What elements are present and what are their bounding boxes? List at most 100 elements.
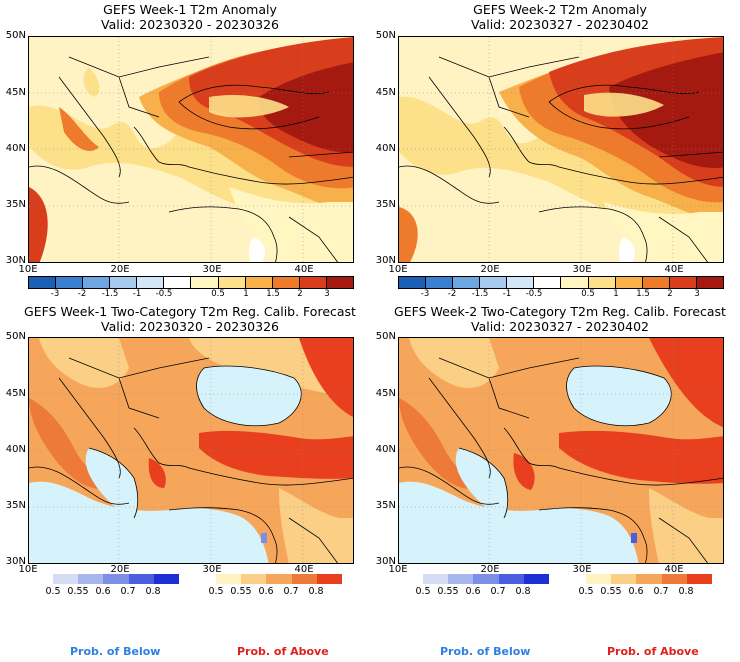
colorbar-tick: 0.7 [653, 586, 669, 597]
lat-label: 30N [375, 255, 396, 266]
lat-label: 35N [5, 199, 26, 210]
colorbar-tick: 0.6 [258, 586, 274, 597]
lat-label: 30N [5, 556, 26, 567]
colorbar-tick: 0.6 [95, 586, 111, 597]
lon-label: 10E [18, 264, 38, 275]
anomaly-map-week2 [398, 36, 724, 263]
colorbar-tick: -2 [77, 289, 87, 299]
colorbar-swatch [299, 277, 327, 288]
colorbar-tick: -1.5 [471, 289, 489, 299]
lat-label: 50N [375, 331, 396, 342]
colorbar-tick: 2 [297, 289, 303, 299]
anomaly-field [29, 37, 353, 262]
lon-label: 40E [294, 264, 314, 275]
colorbar-tick: 3 [694, 289, 700, 299]
lon-label: 20E [110, 264, 130, 275]
colorbar-tick: -1.5 [101, 289, 119, 299]
colorbar-swatch [153, 574, 180, 584]
colorbar-tick: 0.55 [437, 586, 459, 597]
colorbar-tick: 0.8 [515, 586, 531, 597]
colorbar-tick: 0.7 [120, 586, 136, 597]
prob-above-label: Prob. of Above [607, 645, 699, 658]
colorbar-tick: -0.5 [525, 289, 543, 299]
panel-valid-dates: Valid: 20230327 - 20230402 [470, 17, 649, 32]
colorbar-tick: 0.8 [308, 586, 324, 597]
lat-label: 50N [5, 30, 26, 41]
lon-label: 20E [110, 564, 130, 575]
panel-valid-dates: Valid: 20230327 - 20230402 [470, 319, 649, 334]
colorbar-swatch [611, 574, 637, 584]
panel-title: GEFS Week-2 Two-Category T2m Reg. Calib.… [394, 304, 726, 319]
colorbar-swatch [661, 574, 687, 584]
lon-label: 30E [572, 264, 592, 275]
colorbar-swatch [453, 277, 481, 288]
colorbar-swatch [507, 277, 535, 288]
lat-label: 35N [5, 500, 26, 511]
colorbar-tick: 1 [243, 289, 249, 299]
colorbar-swatch [78, 574, 104, 584]
colorbar-swatch [56, 277, 84, 288]
colorbar-tick: 0.5 [578, 586, 594, 597]
lat-label: 40N [5, 143, 26, 154]
colorbar-swatch [103, 574, 129, 584]
lon-label: 10E [388, 564, 408, 575]
probability-field [29, 338, 353, 563]
probability-map-week1 [28, 337, 354, 564]
colorbar-tick: 0.7 [490, 586, 506, 597]
colorbar-swatch [216, 574, 242, 584]
lat-label: 40N [375, 143, 396, 154]
colorbar-swatch [291, 574, 317, 584]
prob-above-colorbar [586, 574, 713, 584]
colorbar-swatch [696, 277, 723, 288]
colorbar-swatch [534, 277, 562, 288]
colorbar-swatch [110, 277, 138, 288]
probability-map-week2 [398, 337, 724, 564]
colorbar-swatch [669, 277, 697, 288]
anomaly-colorbar [398, 276, 724, 289]
colorbar-tick: 0.8 [145, 586, 161, 597]
colorbar-swatch [399, 277, 427, 288]
colorbar-tick: 0.6 [628, 586, 644, 597]
colorbar-tick: -2 [447, 289, 457, 299]
lon-label: 40E [664, 564, 684, 575]
colorbar-swatch [326, 277, 353, 288]
lat-label: 30N [375, 556, 396, 567]
colorbar-swatch [137, 277, 165, 288]
colorbar-tick: -3 [50, 289, 60, 299]
colorbar-tick: 1.5 [266, 289, 280, 299]
panel-title: GEFS Week-1 Two-Category T2m Reg. Calib.… [24, 304, 356, 319]
colorbar-swatch [686, 574, 713, 584]
colorbar-swatch [423, 574, 449, 584]
colorbar-swatch [191, 277, 219, 288]
colorbar-tick: 2 [667, 289, 673, 299]
colorbar-tick: 0.5 [581, 289, 595, 299]
colorbar-tick: 0.6 [465, 586, 481, 597]
colorbar-tick: 0.5 [45, 586, 61, 597]
colorbar-swatch [498, 574, 524, 584]
prob-below-label: Prob. of Below [70, 645, 161, 658]
prob-below-colorbar [423, 574, 550, 584]
colorbar-swatch [164, 277, 192, 288]
probability-field [399, 338, 723, 563]
lon-label: 40E [294, 564, 314, 575]
colorbar-swatch [29, 277, 57, 288]
panel-valid-dates: Valid: 20230320 - 20230326 [100, 17, 279, 32]
colorbar-tick: 0.5 [208, 586, 224, 597]
panel-valid-dates: Valid: 20230320 - 20230326 [100, 319, 279, 334]
anomaly-map-week1 [28, 36, 354, 263]
colorbar-tick: -0.5 [155, 289, 173, 299]
colorbar-swatch [426, 277, 454, 288]
colorbar-swatch [480, 277, 508, 288]
colorbar-swatch [636, 574, 662, 584]
prob-above-label: Prob. of Above [237, 645, 329, 658]
colorbar-tick: -3 [420, 289, 430, 299]
lat-label: 40N [5, 444, 26, 455]
panel-title: GEFS Week-2 T2m Anomaly [473, 2, 647, 17]
lon-label: 30E [572, 564, 592, 575]
colorbar-swatch [642, 277, 670, 288]
anomaly-colorbar [28, 276, 354, 289]
lat-label: 45N [5, 87, 26, 98]
lon-label: 10E [18, 564, 38, 575]
colorbar-swatch [473, 574, 499, 584]
lon-label: 10E [388, 264, 408, 275]
